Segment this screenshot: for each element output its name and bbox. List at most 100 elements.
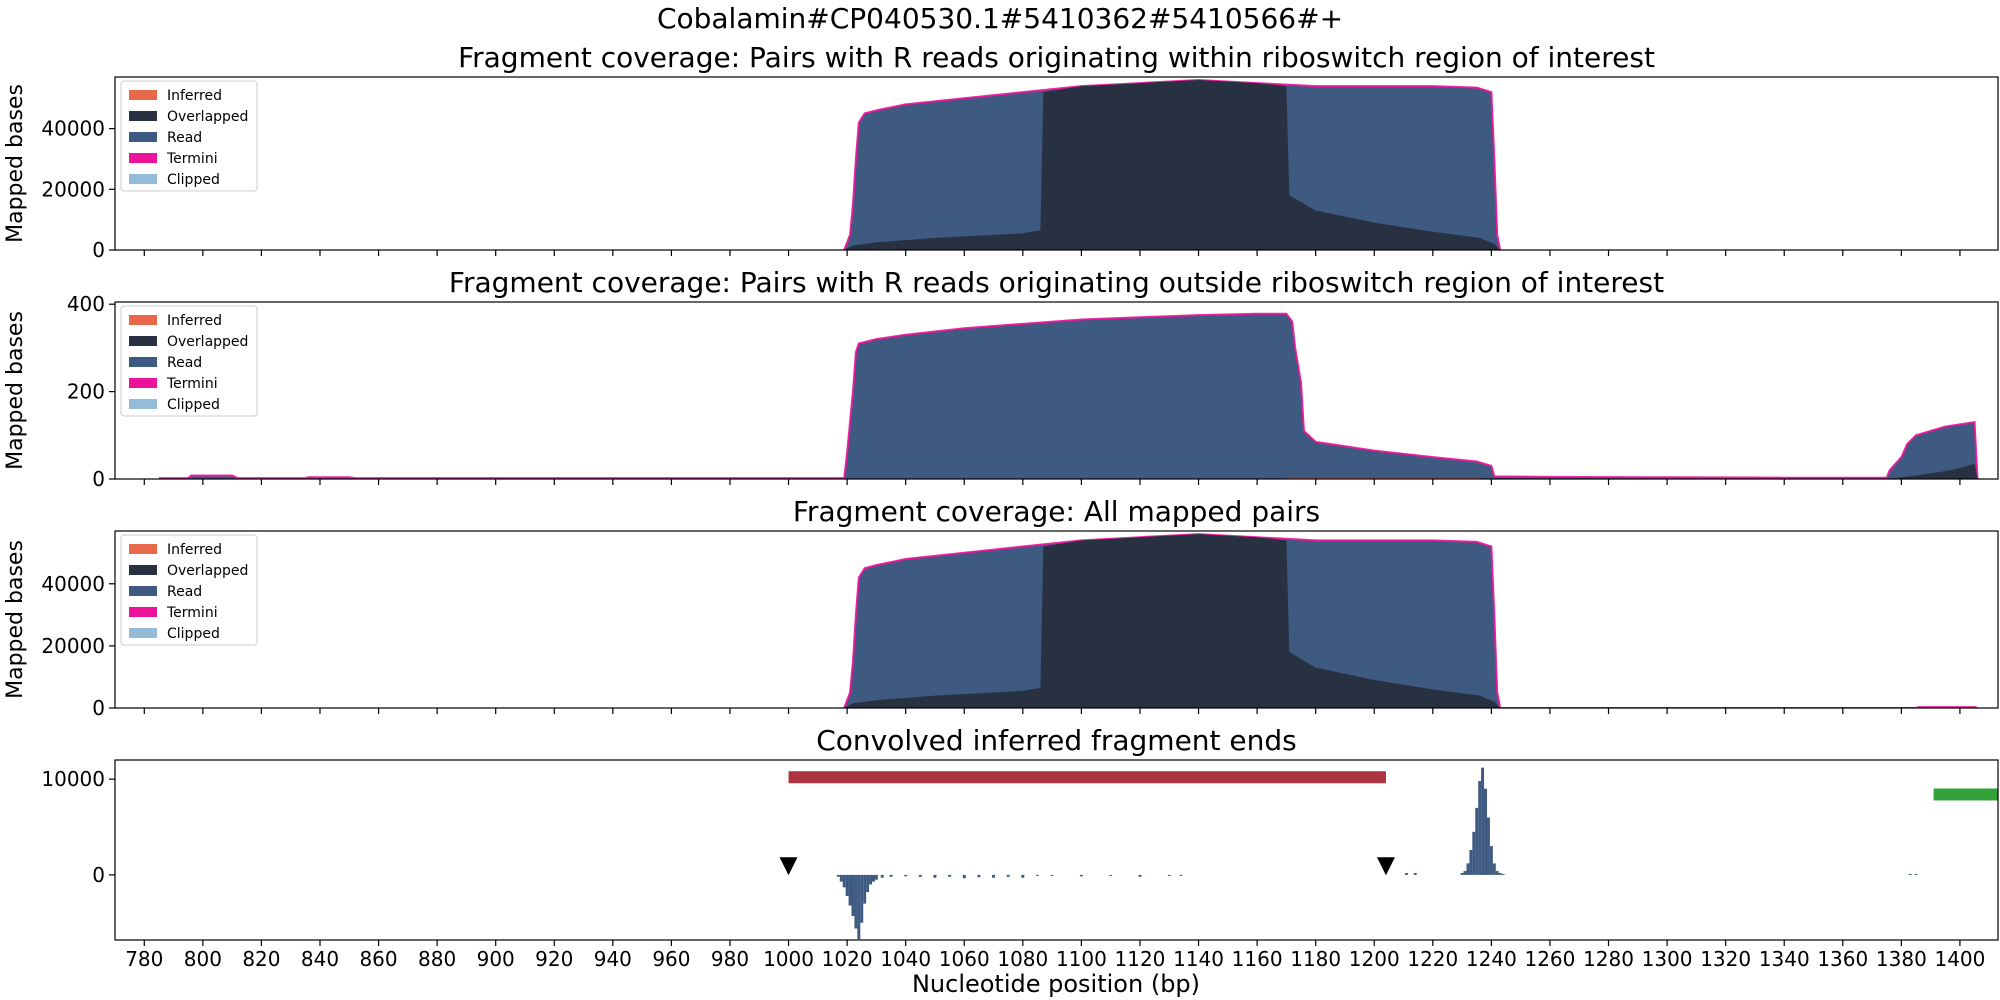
legend-label-overlapped: Overlapped [167, 109, 248, 125]
bar-negative [977, 874, 981, 878]
legend: Inferred Overlapped Read Termini Clipped [120, 534, 258, 646]
bar-negative [933, 874, 937, 878]
y-tick-label: 0 [92, 238, 105, 262]
x-tick-label: 1380 [1876, 947, 1927, 971]
x-tick-label: 860 [359, 947, 397, 971]
legend-frame [120, 305, 258, 417]
x-tick-label: 1080 [997, 947, 1048, 971]
legend-swatch-inferred [129, 544, 157, 554]
legend-swatch-clipped [129, 174, 157, 184]
y-tick-label: 20000 [41, 177, 105, 201]
bar-negative [1006, 874, 1010, 877]
bar-negative [866, 874, 870, 893]
x-tick-label: 1200 [1349, 947, 1400, 971]
legend-swatch-clipped [129, 399, 157, 409]
bar-positive [1481, 767, 1485, 875]
bar-positive [1413, 872, 1417, 875]
x-tick-label: 1260 [1524, 947, 1575, 971]
x-tick-label: 1020 [822, 947, 873, 971]
x-tick-label: 1220 [1407, 947, 1458, 971]
bar-negative [845, 874, 849, 896]
bar-positive [1463, 871, 1467, 875]
bar-negative [1179, 874, 1183, 876]
bar-negative [1050, 874, 1054, 876]
y-tick-label: 400 [67, 292, 105, 316]
series-termini-edge [843, 79, 1502, 250]
legend-label-termini: Termini [166, 151, 218, 167]
bar-positive [1495, 871, 1499, 875]
legend-swatch-clipped [129, 628, 157, 638]
axes-frame [114, 301, 1999, 480]
x-tick-label: 880 [418, 947, 456, 971]
bar-negative [842, 874, 846, 888]
bar-negative [1079, 874, 1083, 877]
bar-negative [860, 874, 864, 923]
x-tick-label: 1140 [1173, 947, 1224, 971]
bar-negative [869, 874, 873, 885]
x-tick-label: 1400 [1934, 947, 1985, 971]
legend-label-inferred: Inferred [167, 313, 222, 329]
series-read-area [844, 534, 1978, 708]
y-tick-label: 200 [67, 380, 105, 404]
panel-title: Fragment coverage: Pairs with R reads or… [449, 266, 1664, 299]
x-tick-label: 780 [125, 947, 163, 971]
legend-label-termini: Termini [166, 376, 218, 392]
axes-frame [114, 530, 1999, 709]
bar-negative [889, 874, 893, 877]
axes-frame [114, 759, 1999, 941]
bar-positive [1466, 863, 1470, 875]
legend-swatch-termini [129, 153, 157, 163]
x-tick-label: 900 [477, 947, 515, 971]
bar-negative [857, 874, 861, 940]
series-read-area [158, 313, 1978, 479]
x-tick-label: 1180 [1290, 947, 1341, 971]
bar-positive [1478, 781, 1482, 875]
plot-area [779, 767, 1998, 940]
bar-positive [1469, 850, 1473, 875]
legend-frame [120, 80, 258, 192]
x-tick-label: 800 [184, 947, 222, 971]
legend-swatch-inferred [129, 90, 157, 100]
bar-negative [904, 874, 908, 877]
legend-swatch-termini [129, 607, 157, 617]
x-tick-label: 1120 [1115, 947, 1166, 971]
triangle-down-marker [779, 857, 798, 876]
plot-area [843, 533, 1978, 708]
bar-negative [1021, 874, 1025, 878]
legend-label-inferred: Inferred [167, 542, 222, 558]
bar-negative [854, 874, 858, 929]
bar-negative [848, 874, 852, 906]
bar-negative [851, 874, 855, 917]
bar-negative [1036, 874, 1039, 876]
x-tick-label: 1280 [1583, 947, 1634, 971]
x-tick-label: 1040 [880, 947, 931, 971]
plot-area [158, 312, 1979, 479]
panel-title: Fragment coverage: Pairs with R reads or… [458, 41, 1655, 74]
y-axis-label: Mapped bases [3, 540, 28, 699]
legend-label-overlapped: Overlapped [167, 334, 248, 350]
panel-title: Convolved inferred fragment ends [816, 724, 1297, 757]
legend-label-clipped: Clipped [167, 397, 220, 413]
legend-label-read: Read [167, 355, 202, 371]
series-overlapped-area [844, 534, 1501, 708]
bar-positive [1501, 873, 1505, 875]
x-tick-label: 940 [594, 947, 632, 971]
bar-positive [1475, 807, 1479, 875]
legend-frame [120, 534, 258, 646]
y-tick-label: 20000 [41, 634, 105, 658]
x-tick-label: 1300 [1642, 947, 1693, 971]
legend-swatch-termini [129, 378, 157, 388]
x-tick-label: 820 [242, 947, 280, 971]
x-tick-label: 840 [301, 947, 339, 971]
legend-label-termini: Termini [166, 605, 218, 621]
x-tick-label: 1060 [939, 947, 990, 971]
legend-label-inferred: Inferred [167, 88, 222, 104]
y-tick-label: 0 [92, 863, 105, 887]
y-tick-label: 10000 [41, 767, 105, 791]
plot-area [843, 79, 1502, 250]
bar-positive [1404, 872, 1408, 875]
chart-panel-3: Fragment coverage: All mapped pairs Mappe… [3, 495, 1999, 720]
legend-label-read: Read [167, 584, 202, 600]
bar-negative [874, 874, 878, 880]
panel-title: Fragment coverage: All mapped pairs [793, 495, 1320, 528]
